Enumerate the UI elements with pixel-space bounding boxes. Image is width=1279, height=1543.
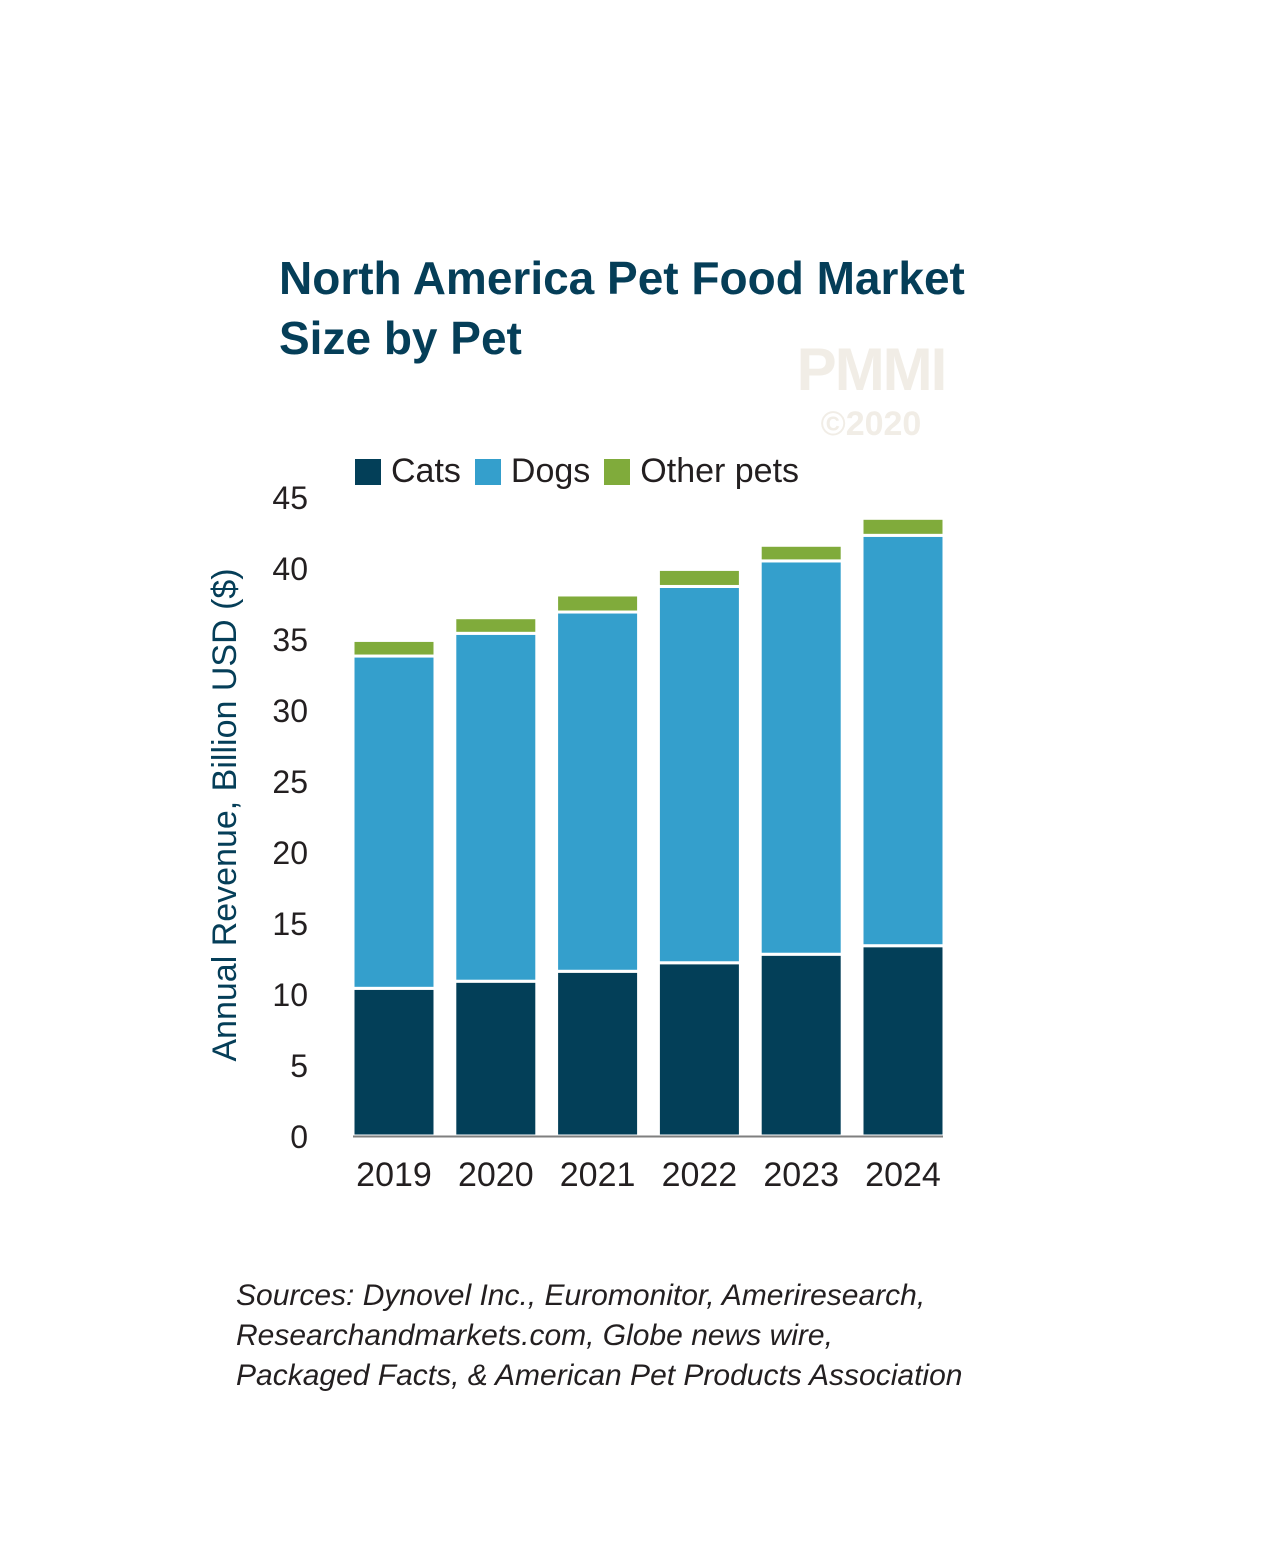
bar-cats-2023 <box>758 952 844 1138</box>
y-tick-label: 0 <box>290 1119 308 1155</box>
legend-item-dogs: Dogs <box>474 452 591 491</box>
title-line-2: Size by Pet <box>279 312 522 364</box>
sources-line: Researchandmarkets.com, Globe news wire, <box>236 1319 833 1352</box>
legend: Cats Dogs Other pets <box>355 452 813 491</box>
bar-dogs-2022 <box>656 584 742 965</box>
legend-label: Dogs <box>510 452 591 490</box>
bar-cats-2019 <box>351 986 437 1138</box>
bar-dogs-2023 <box>758 559 844 956</box>
legend-item-other: Other pets <box>604 452 799 491</box>
chart-title: North America Pet Food Market Size by Pe… <box>279 248 1099 368</box>
bar-other-pets-2019 <box>351 638 437 658</box>
legend-item-cats: Cats <box>355 452 461 491</box>
bar-dogs-2024 <box>860 533 946 948</box>
x-tick-label: 2021 <box>560 1156 636 1194</box>
watermark-copyright: ©2020 <box>820 405 922 443</box>
legend-label: Cats <box>391 452 461 490</box>
y-tick-label: 35 <box>272 622 308 658</box>
y-tick-label: 40 <box>272 551 308 587</box>
bar-dogs-2019 <box>351 654 437 990</box>
watermark: PMMI ©2020 <box>755 338 987 444</box>
sources-note: Sources: Dynovel Inc., Euromonitor, Amer… <box>236 1276 962 1396</box>
bar-other-pets-2021 <box>555 593 641 614</box>
x-tick-label: 2020 <box>458 1156 534 1194</box>
x-tick-label: 2022 <box>662 1156 738 1194</box>
bar-other-pets-2024 <box>860 516 946 537</box>
bar-dogs-2021 <box>555 610 641 973</box>
legend-label: Other pets <box>640 452 800 490</box>
legend-swatch-other <box>604 458 631 485</box>
bar-cats-2021 <box>555 969 641 1138</box>
y-tick-label: 5 <box>290 1048 308 1084</box>
sources-line: Packaged Facts, & American Pet Products … <box>236 1359 963 1392</box>
legend-swatch-cats <box>355 458 381 485</box>
y-tick-label: 10 <box>272 977 308 1013</box>
bar-other-pets-2022 <box>656 567 742 588</box>
watermark-brand: PMMI <box>796 336 948 403</box>
y-tick-label: 30 <box>272 693 308 729</box>
y-tick-label: 15 <box>272 906 308 942</box>
legend-swatch-dogs <box>474 458 501 485</box>
bar-other-pets-2020 <box>453 616 539 635</box>
bar-cats-2022 <box>656 961 742 1138</box>
title-line-1: North America Pet Food Market <box>279 252 965 304</box>
y-tick-label: 25 <box>272 764 308 800</box>
x-tick-label: 2024 <box>865 1156 941 1194</box>
bar-other-pets-2023 <box>758 543 844 563</box>
y-tick-label: 45 <box>272 480 308 516</box>
x-tick-label: 2019 <box>356 1156 432 1194</box>
bar-dogs-2020 <box>453 631 539 983</box>
bar-cats-2024 <box>860 944 946 1138</box>
y-axis-label: Annual Revenue, Billion USD ($) <box>206 568 244 1061</box>
x-tick-label: 2023 <box>763 1156 839 1194</box>
bar-cats-2020 <box>453 979 539 1138</box>
sources-line: Sources: Dynovel Inc., Euromonitor, Amer… <box>236 1279 926 1312</box>
y-tick-label: 20 <box>272 835 308 871</box>
